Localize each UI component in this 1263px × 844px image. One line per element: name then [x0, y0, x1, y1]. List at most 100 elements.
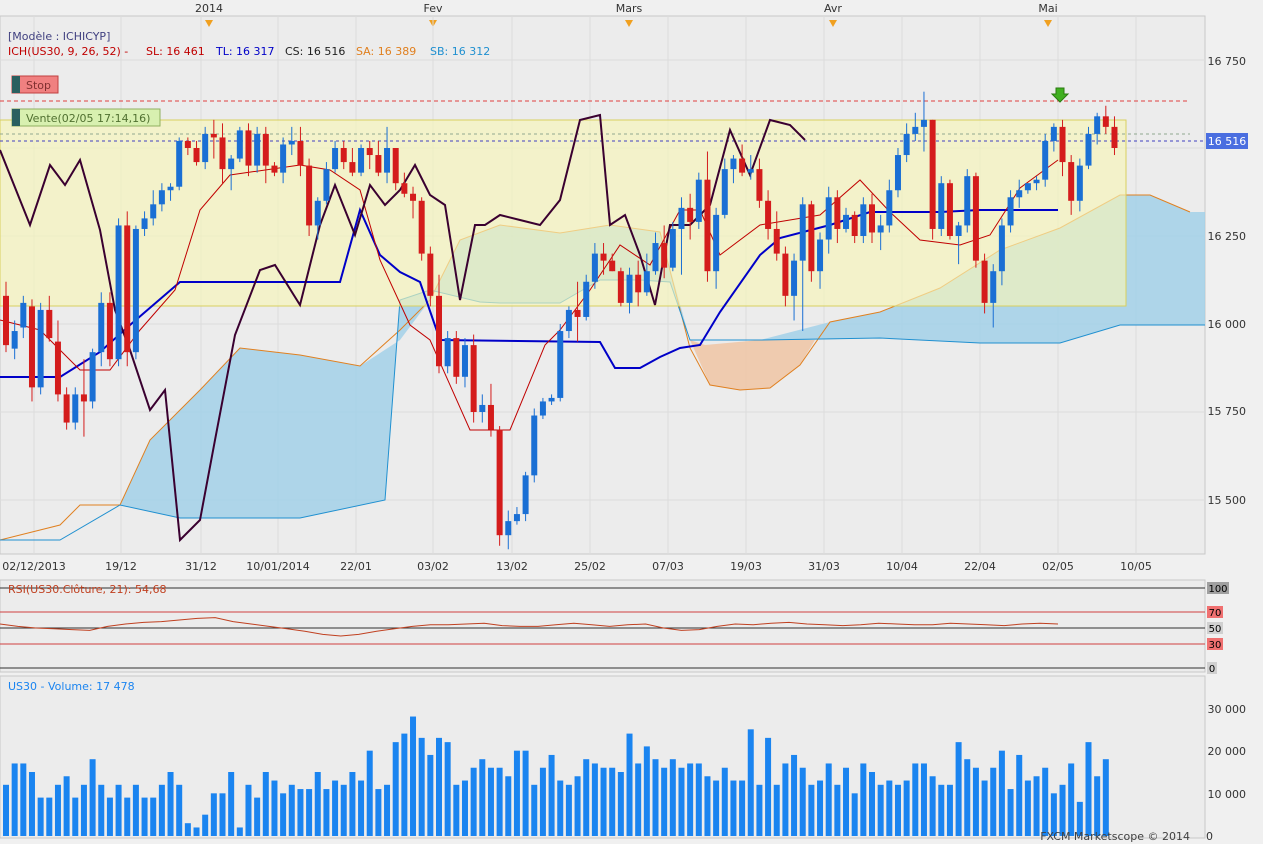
candle-body[interactable]: [98, 302, 105, 353]
candle-body[interactable]: [713, 214, 720, 272]
vente-badge[interactable]: Vente(02/05 17:14,16): [11, 108, 161, 127]
candle-body[interactable]: [825, 197, 832, 240]
candle-body[interactable]: [583, 281, 590, 317]
candle-body[interactable]: [254, 133, 261, 166]
stop-badge[interactable]: Stop: [11, 75, 59, 94]
candle-body[interactable]: [314, 200, 321, 226]
candle-body[interactable]: [990, 271, 997, 303]
candle-body[interactable]: [124, 225, 131, 353]
candle-body[interactable]: [843, 214, 850, 229]
candle-body[interactable]: [167, 186, 174, 191]
candle-body[interactable]: [522, 475, 529, 515]
candle-body[interactable]: [332, 148, 339, 170]
candle-body[interactable]: [280, 144, 287, 173]
candle-body[interactable]: [704, 179, 711, 272]
candle-body[interactable]: [202, 133, 209, 163]
candle-body[interactable]: [1050, 126, 1057, 141]
candle-body[interactable]: [210, 133, 217, 138]
candle-body[interactable]: [453, 338, 460, 377]
candle-body[interactable]: [1042, 140, 1049, 180]
candle-body[interactable]: [652, 243, 659, 272]
candle-body[interactable]: [184, 140, 191, 148]
candle-body[interactable]: [89, 352, 96, 402]
candle-body[interactable]: [756, 169, 763, 201]
candle-body[interactable]: [1068, 162, 1075, 201]
candle-body[interactable]: [132, 228, 139, 353]
candle-body[interactable]: [860, 204, 867, 236]
candle-body[interactable]: [306, 165, 313, 226]
candle-body[interactable]: [11, 331, 18, 349]
candle-body[interactable]: [574, 309, 581, 317]
candle-body[interactable]: [678, 207, 685, 229]
candle-body[interactable]: [869, 204, 875, 233]
candle-body[interactable]: [773, 228, 780, 254]
candle-body[interactable]: [358, 148, 365, 173]
candle-body[interactable]: [80, 394, 87, 402]
candle-body[interactable]: [410, 193, 417, 201]
candle-body[interactable]: [626, 274, 633, 303]
candle-body[interactable]: [661, 243, 668, 268]
candle-body[interactable]: [297, 140, 304, 166]
candle-body[interactable]: [903, 133, 910, 156]
candle-body[interactable]: [323, 169, 330, 201]
candle-body[interactable]: [539, 401, 546, 416]
candle-body[interactable]: [366, 148, 373, 156]
candle-body[interactable]: [808, 204, 815, 272]
candle-body[interactable]: [245, 130, 252, 166]
candle-body[interactable]: [54, 341, 61, 395]
candle-body[interactable]: [176, 140, 183, 187]
candle-body[interactable]: [782, 253, 789, 296]
candle-body[interactable]: [505, 521, 512, 536]
candle-body[interactable]: [765, 200, 772, 229]
candle-body[interactable]: [427, 253, 434, 296]
candle-body[interactable]: [496, 429, 503, 536]
candle-body[interactable]: [3, 295, 9, 346]
candle-body[interactable]: [340, 148, 347, 163]
candle-body[interactable]: [669, 228, 676, 268]
candle-body[interactable]: [964, 176, 971, 226]
candle-body[interactable]: [817, 239, 824, 272]
candle-body[interactable]: [28, 306, 35, 388]
candle-body[interactable]: [375, 155, 382, 173]
candle-body[interactable]: [46, 309, 53, 339]
candle-body[interactable]: [1024, 183, 1031, 191]
candle-body[interactable]: [643, 271, 650, 293]
candle-body[interactable]: [609, 260, 616, 272]
candle-body[interactable]: [384, 148, 391, 173]
candle-body[interactable]: [739, 158, 746, 173]
candle-body[interactable]: [791, 260, 798, 296]
candle-body[interactable]: [418, 200, 425, 254]
candle-body[interactable]: [635, 274, 642, 293]
candle-body[interactable]: [929, 119, 936, 229]
candle-body[interactable]: [1007, 197, 1014, 226]
candle-body[interactable]: [228, 158, 235, 170]
candle-body[interactable]: [487, 404, 494, 430]
candle-body[interactable]: [219, 137, 226, 170]
candle-body[interactable]: [271, 165, 278, 173]
candle-body[interactable]: [886, 190, 893, 226]
candle-body[interactable]: [461, 345, 468, 377]
candle-body[interactable]: [600, 253, 607, 261]
candle-body[interactable]: [115, 225, 122, 360]
candle-body[interactable]: [981, 260, 988, 303]
candle-body[interactable]: [1085, 133, 1092, 166]
candle-body[interactable]: [158, 190, 165, 205]
candle-body[interactable]: [834, 197, 841, 229]
candle-body[interactable]: [150, 204, 157, 219]
candle-body[interactable]: [37, 309, 44, 388]
candle-body[interactable]: [20, 302, 27, 328]
candle-body[interactable]: [894, 155, 901, 191]
candle-body[interactable]: [1094, 116, 1101, 134]
candle-body[interactable]: [106, 302, 113, 360]
candle-body[interactable]: [1102, 116, 1109, 127]
candle-body[interactable]: [998, 225, 1005, 272]
candle-body[interactable]: [955, 225, 962, 236]
candle-body[interactable]: [470, 345, 477, 412]
candle-body[interactable]: [548, 397, 555, 402]
candle-body[interactable]: [72, 394, 79, 423]
sell-arrow-icon[interactable]: [1050, 87, 1070, 103]
candle-body[interactable]: [920, 119, 927, 127]
candle-body[interactable]: [444, 338, 451, 367]
candle-body[interactable]: [591, 253, 598, 282]
candle-body[interactable]: [236, 130, 243, 159]
